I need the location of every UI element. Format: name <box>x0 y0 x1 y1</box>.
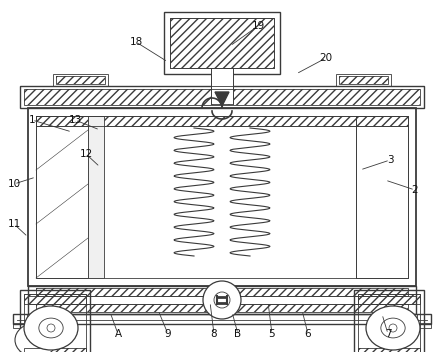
Bar <box>88 116 104 278</box>
Ellipse shape <box>389 324 397 332</box>
Bar <box>339 76 388 84</box>
Text: 3: 3 <box>387 155 393 165</box>
Bar <box>164 12 280 74</box>
Text: 20: 20 <box>319 53 333 63</box>
Ellipse shape <box>203 281 241 319</box>
Bar <box>36 288 408 296</box>
Bar <box>211 68 233 104</box>
Bar <box>53 74 108 86</box>
Bar <box>358 294 420 304</box>
Bar <box>36 116 88 278</box>
Ellipse shape <box>24 306 78 350</box>
Polygon shape <box>215 92 229 106</box>
Bar <box>358 348 420 352</box>
Bar <box>24 294 86 304</box>
Ellipse shape <box>15 323 57 352</box>
Bar <box>356 116 408 278</box>
Text: 1: 1 <box>29 115 35 125</box>
Bar <box>358 294 420 304</box>
Bar <box>339 76 388 84</box>
Bar <box>36 116 408 278</box>
Bar <box>20 86 424 108</box>
Bar <box>376 323 431 328</box>
Bar <box>24 348 86 352</box>
Bar <box>24 89 420 105</box>
Bar <box>13 314 431 324</box>
Bar <box>170 18 274 68</box>
Bar <box>20 290 90 352</box>
Text: 13: 13 <box>68 115 82 125</box>
Text: 8: 8 <box>211 329 218 339</box>
Text: 2: 2 <box>412 185 418 195</box>
Text: 6: 6 <box>305 329 311 339</box>
Bar <box>36 116 408 126</box>
Bar <box>36 304 408 312</box>
Bar <box>13 323 68 328</box>
Bar <box>28 108 416 286</box>
Text: 18: 18 <box>129 37 143 47</box>
Bar <box>28 286 416 314</box>
Text: 12: 12 <box>79 149 93 159</box>
Bar <box>170 18 274 68</box>
Ellipse shape <box>366 306 420 350</box>
Text: 10: 10 <box>8 179 20 189</box>
Bar <box>358 294 420 352</box>
Bar <box>170 18 274 68</box>
Text: 5: 5 <box>269 329 275 339</box>
Text: 9: 9 <box>165 329 171 339</box>
Text: 19: 19 <box>251 21 264 31</box>
Bar <box>354 290 424 352</box>
Bar <box>36 288 408 296</box>
Bar <box>24 294 86 304</box>
Text: 7: 7 <box>385 329 391 339</box>
Bar <box>36 116 408 126</box>
Bar <box>36 304 408 312</box>
Bar <box>24 294 86 352</box>
Bar <box>56 76 105 84</box>
Text: A: A <box>114 329 121 339</box>
Ellipse shape <box>47 324 55 332</box>
Bar <box>336 74 391 86</box>
Bar <box>358 348 420 352</box>
Bar <box>56 76 105 84</box>
Text: B: B <box>234 329 241 339</box>
Text: 11: 11 <box>8 219 21 229</box>
Bar <box>24 89 420 105</box>
Bar <box>24 348 86 352</box>
